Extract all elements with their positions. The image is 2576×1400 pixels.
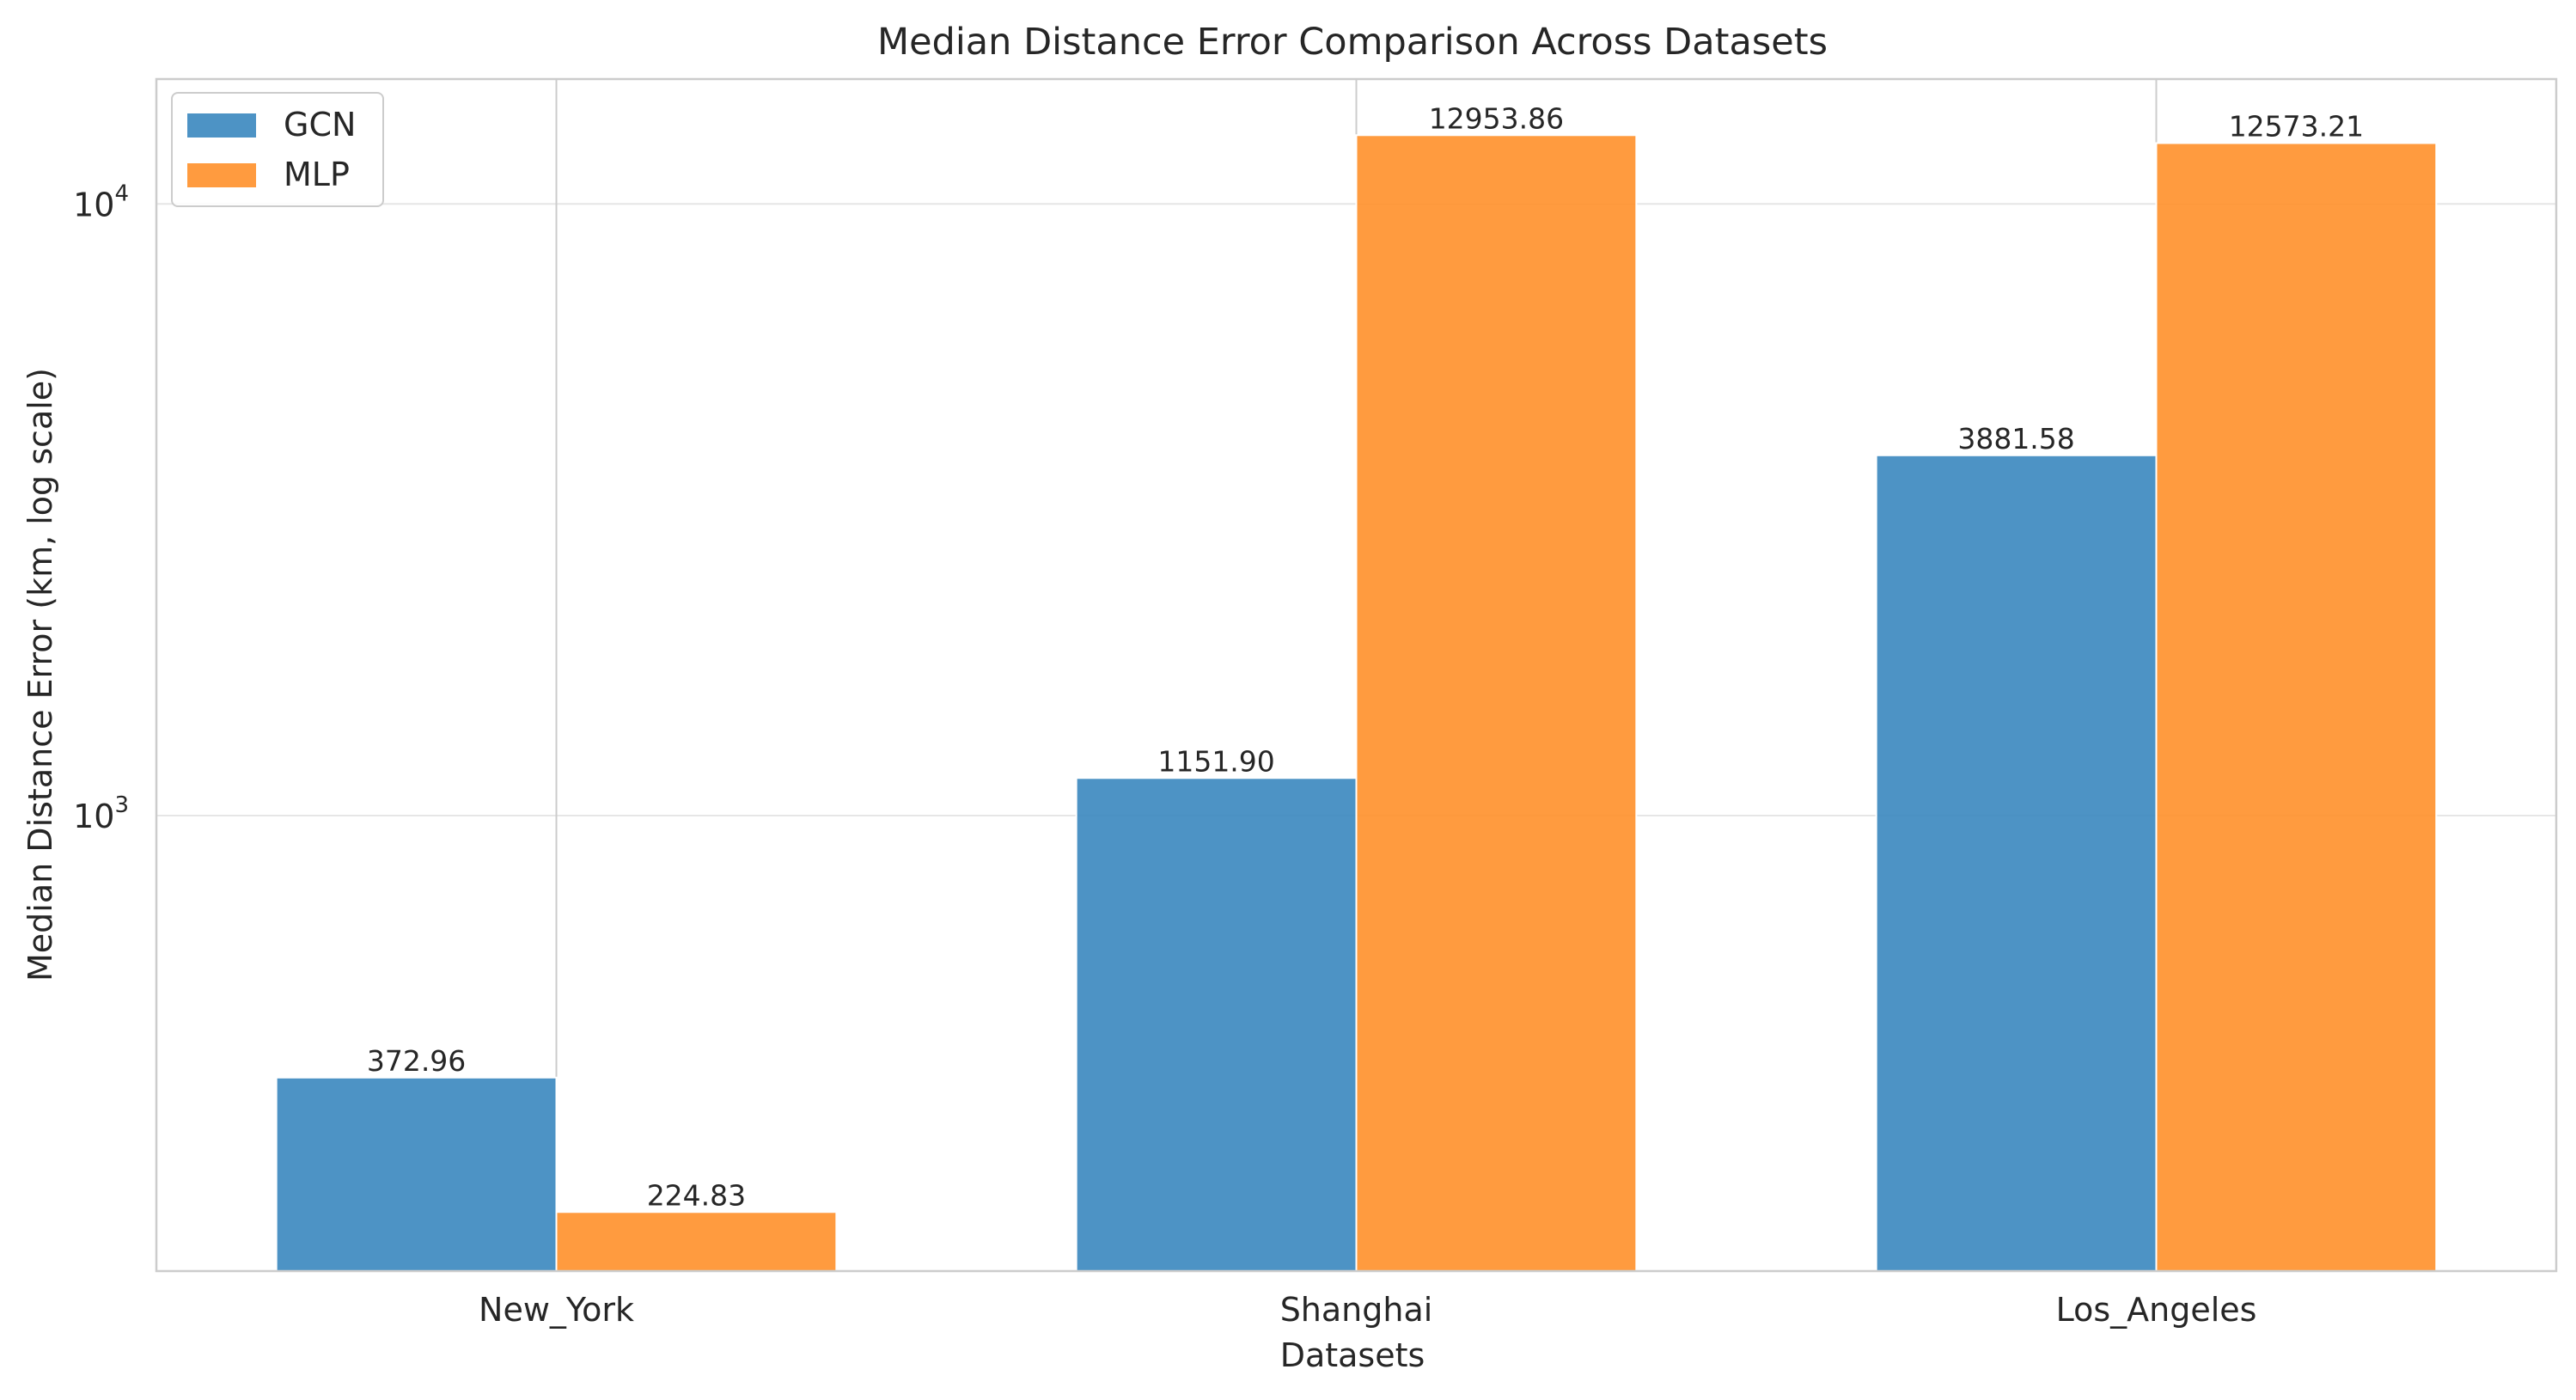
legend-swatch-gcn bbox=[187, 113, 256, 138]
bar-value-label: 12573.21 bbox=[2229, 109, 2364, 143]
bar-gcn-los_angeles bbox=[1875, 454, 2158, 1272]
legend-label-gcn: GCN bbox=[284, 106, 356, 144]
x-tick-label: New_York bbox=[479, 1291, 634, 1329]
bar-mlp-new_york bbox=[555, 1211, 838, 1272]
bar-gcn-new_york bbox=[275, 1076, 558, 1273]
x-tick-label: Los_Angeles bbox=[2056, 1291, 2257, 1329]
legend-label-mlp: MLP bbox=[284, 156, 350, 193]
bar-value-label: 1151.90 bbox=[1157, 744, 1274, 778]
x-tick-label: Shanghai bbox=[1280, 1291, 1433, 1329]
chart-title: Median Distance Error Comparison Across … bbox=[877, 21, 1828, 64]
bar-value-label: 3881.58 bbox=[1957, 422, 2074, 455]
bar-value-label: 224.83 bbox=[647, 1178, 746, 1212]
plot-frame bbox=[155, 77, 2558, 1273]
bar-mlp-shanghai bbox=[1355, 134, 1638, 1272]
x-axis-ticks: New_York Shanghai Los_Angeles bbox=[479, 1291, 2256, 1329]
bar-value-label: 12953.86 bbox=[1429, 101, 1564, 135]
y-axis-label: Median Distance Error (km, log scale) bbox=[21, 368, 59, 981]
bar-value-label: 372.96 bbox=[367, 1044, 466, 1078]
x-axis-label: Datasets bbox=[1280, 1336, 1425, 1374]
y-tick-label: 104 bbox=[73, 180, 129, 223]
data-labels: 372.96 1151.90 3881.58 224.83 12953.86 12573.… bbox=[367, 101, 2364, 1212]
bar-mlp-los_angeles bbox=[2155, 142, 2438, 1273]
bars bbox=[275, 134, 2438, 1273]
y-tick-label: 103 bbox=[73, 792, 129, 835]
legend-swatch-mlp bbox=[187, 163, 256, 187]
y-axis-ticks: 103 104 bbox=[73, 180, 129, 835]
bar-gcn-shanghai bbox=[1075, 777, 1358, 1272]
legend: GCN MLP bbox=[171, 92, 384, 207]
